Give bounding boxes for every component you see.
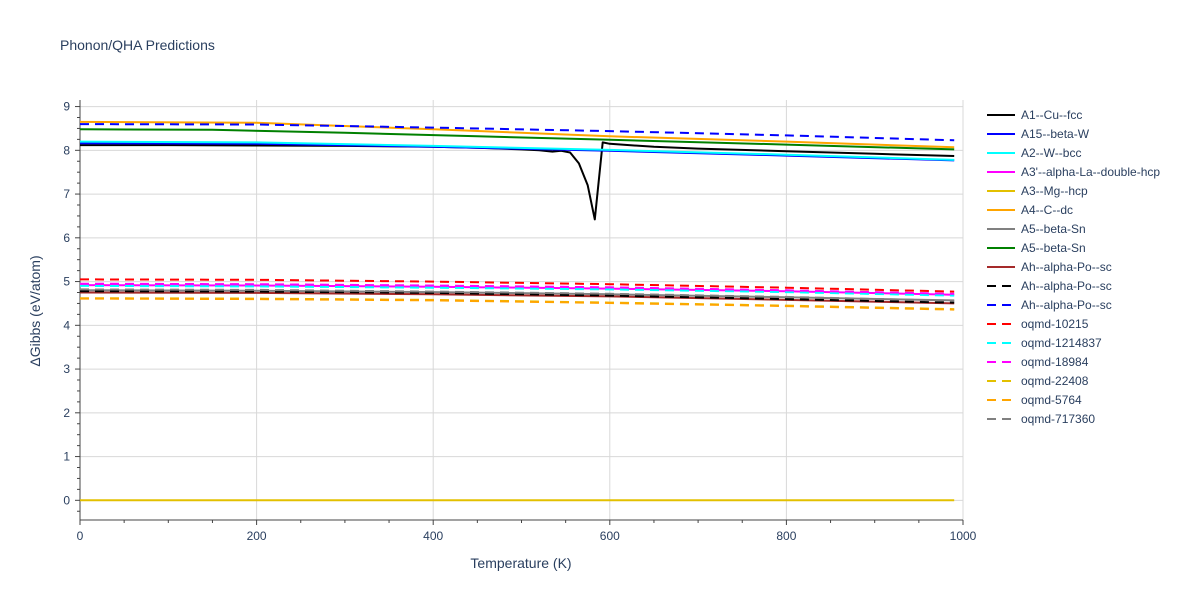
y-tick-label: 7 xyxy=(63,187,70,201)
legend-item[interactable]: Ah--alpha-Po--sc xyxy=(987,260,1112,274)
legend-item[interactable]: A3--Mg--hcp xyxy=(987,184,1088,198)
x-tick-label: 0 xyxy=(77,529,84,543)
legend-item[interactable]: A5--beta-Sn xyxy=(987,222,1086,236)
x-tick-label: 600 xyxy=(600,529,620,543)
series-line xyxy=(79,278,955,293)
legend-item[interactable]: A2--W--bcc xyxy=(987,146,1081,160)
legend-label: A15--beta-W xyxy=(1021,127,1090,141)
series-line xyxy=(79,290,955,304)
series-line xyxy=(79,123,955,142)
legend-label: oqmd-717360 xyxy=(1021,412,1095,426)
y-tick-label: 2 xyxy=(63,406,70,420)
legend-label: oqmd-10215 xyxy=(1021,317,1089,331)
legend-item[interactable]: Ah--alpha-Po--sc xyxy=(987,298,1112,312)
legend-label: Ah--alpha-Po--sc xyxy=(1021,260,1112,274)
x-tick-label: 800 xyxy=(776,529,796,543)
legend[interactable]: A1--Cu--fcc A15--beta-W A2--W--bcc A3'--alp… xyxy=(987,108,1160,426)
series-lines xyxy=(79,120,955,502)
chart-title: Phonon/QHA Predictions xyxy=(60,37,215,53)
x-tick-labels: 0 200 400 600 800 1000 xyxy=(77,529,977,543)
legend-label: oqmd-22408 xyxy=(1021,374,1089,388)
legend-label: A1--Cu--fcc xyxy=(1021,108,1082,122)
legend-item[interactable]: oqmd-22408 xyxy=(987,374,1089,388)
x-tick-label: 200 xyxy=(247,529,267,543)
series-line xyxy=(79,128,955,151)
legend-item[interactable]: A15--beta-W xyxy=(987,127,1090,141)
series-line xyxy=(79,282,955,295)
legend-item[interactable]: A1--Cu--fcc xyxy=(987,108,1082,122)
y-tick-label: 3 xyxy=(63,362,70,376)
legend-label: Ah--alpha-Po--sc xyxy=(1021,279,1112,293)
y-minor-ticks xyxy=(75,106,964,525)
legend-item[interactable]: A3'--alpha-La--double-hcp xyxy=(987,165,1160,179)
y-axis-title: ΔGibbs (eV/atom) xyxy=(27,255,43,366)
legend-item[interactable]: oqmd-18984 xyxy=(987,355,1089,369)
legend-label: A4--C--dc xyxy=(1021,203,1073,217)
legend-item[interactable]: Ah--alpha-Po--sc xyxy=(987,279,1112,293)
legend-label: A2--W--bcc xyxy=(1021,146,1081,160)
legend-item[interactable]: oqmd-717360 xyxy=(987,412,1095,426)
series-line xyxy=(79,291,955,305)
series-line xyxy=(79,120,955,149)
y-tick-label: 9 xyxy=(63,100,70,114)
legend-label: oqmd-1214837 xyxy=(1021,336,1102,350)
legend-label: oqmd-5764 xyxy=(1021,393,1082,407)
legend-item[interactable]: oqmd-1214837 xyxy=(987,336,1102,350)
y-tick-label: 8 xyxy=(63,143,70,157)
legend-label: Ah--alpha-Po--sc xyxy=(1021,298,1112,312)
legend-item[interactable]: oqmd-5764 xyxy=(987,393,1082,407)
legend-item[interactable]: oqmd-10215 xyxy=(987,317,1089,331)
series-line xyxy=(79,284,955,297)
legend-label: A3--Mg--hcp xyxy=(1021,184,1088,198)
legend-label: oqmd-18984 xyxy=(1021,355,1089,369)
legend-item[interactable]: A4--C--dc xyxy=(987,203,1073,217)
legend-item[interactable]: A5--beta-Sn xyxy=(987,241,1086,255)
y-tick-labels: 0 1 2 3 4 5 6 7 8 9 xyxy=(63,100,70,508)
x-tick-label: 1000 xyxy=(950,529,977,543)
legend-label: A5--beta-Sn xyxy=(1021,222,1086,236)
y-tick-label: 5 xyxy=(63,275,70,289)
series-line xyxy=(79,297,955,311)
series-line xyxy=(79,288,955,302)
x-axis-title: Temperature (K) xyxy=(470,555,571,571)
y-tick-label: 6 xyxy=(63,231,70,245)
legend-label: A5--beta-Sn xyxy=(1021,241,1086,255)
x-tick-label: 400 xyxy=(423,529,443,543)
y-tick-label: 1 xyxy=(63,450,70,464)
legend-label: A3'--alpha-La--double-hcp xyxy=(1021,165,1160,179)
y-tick-label: 0 xyxy=(63,493,70,507)
y-tick-label: 4 xyxy=(63,318,70,332)
series-line xyxy=(79,140,955,161)
